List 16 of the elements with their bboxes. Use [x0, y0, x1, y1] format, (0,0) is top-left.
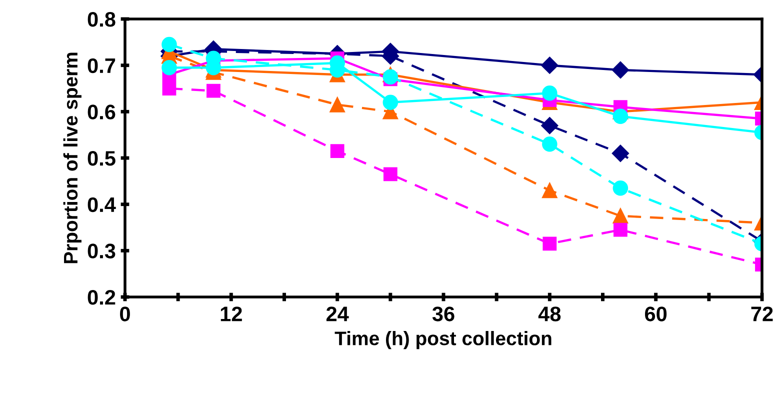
x-tick-label: 72: [751, 306, 773, 322]
y-tick-label: 0.3: [88, 244, 116, 258]
x-tick-label: 12: [220, 306, 242, 322]
y-tick-label: 0.4: [88, 197, 116, 212]
y-tick-label: 0.8: [88, 12, 116, 27]
x-tick-label: 24: [326, 306, 349, 322]
y-tick-label: 0.5: [88, 151, 116, 166]
y-axis-title: Prportion of live sperm: [63, 52, 82, 264]
y-tick-label: 0.2: [88, 290, 116, 305]
x-tick-label: 36: [432, 306, 454, 322]
y-tick-label: 0.7: [88, 58, 116, 74]
x-tick-label: 0: [120, 306, 130, 322]
x-tick-label: 60: [645, 306, 667, 322]
x-axis-title: Time (h) post collection: [334, 331, 552, 350]
x-tick-label: 48: [538, 306, 561, 322]
y-tick-label: 0.6: [88, 104, 116, 120]
